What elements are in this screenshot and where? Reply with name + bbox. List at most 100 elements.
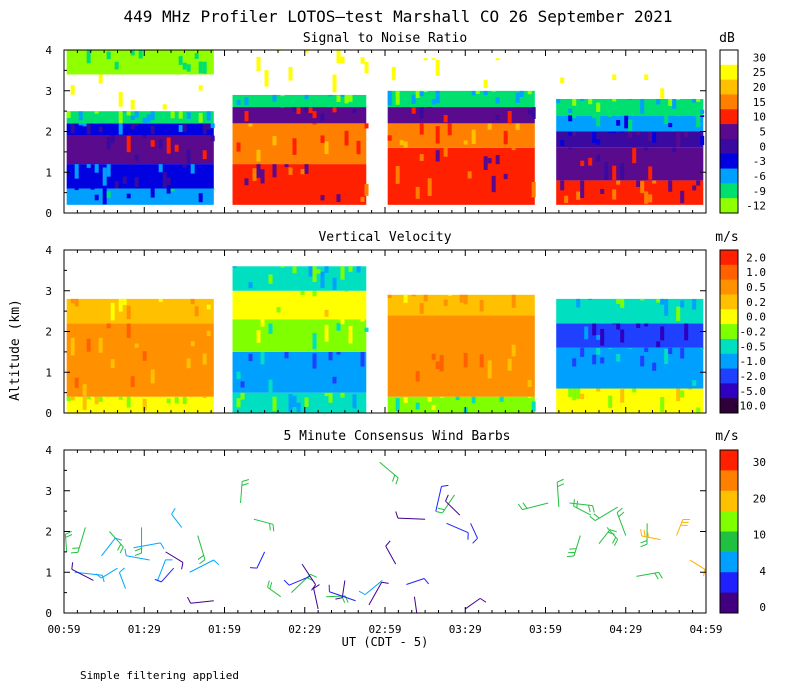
- heatmap-cell: [356, 266, 361, 273]
- heatmap-cell: [431, 99, 436, 105]
- heatmap-cell: [620, 298, 625, 308]
- heatmap-cell: [296, 402, 301, 412]
- heatmap-cell: [435, 126, 440, 144]
- heatmap-cell: [138, 50, 143, 59]
- colorbar-label: -0.5: [740, 340, 767, 353]
- wind-barb-flag: [587, 505, 591, 513]
- wind-barb-shaft: [165, 551, 184, 563]
- heatmap-cell: [620, 131, 625, 133]
- wind-barb-shaft: [522, 502, 549, 511]
- heatmap-cell: [66, 111, 71, 119]
- colorbar-swatch: [720, 183, 738, 199]
- heatmap-cell: [564, 195, 569, 204]
- heatmap-cell: [332, 107, 337, 113]
- heatmap-cell: [443, 147, 448, 157]
- heatmap-cell: [236, 142, 241, 152]
- wind-barb-shaft: [445, 500, 461, 516]
- heatmap-cell: [190, 74, 195, 77]
- heatmap-cell: [620, 162, 625, 180]
- heatmap-cell: [98, 74, 103, 84]
- heatmap-cell: [395, 398, 400, 411]
- heatmap-cell: [280, 107, 285, 109]
- heatmap-cell: [110, 359, 115, 368]
- wind-barb: [313, 584, 320, 610]
- colorbar-swatch: [720, 572, 738, 594]
- wind-barb-flag: [249, 567, 258, 569]
- heatmap-cell: [210, 188, 215, 190]
- heatmap-cell: [90, 188, 95, 190]
- heatmap-cell: [240, 392, 245, 400]
- heatmap-cell: [126, 135, 131, 153]
- wind-barb-shaft: [253, 518, 274, 525]
- heatmap-cell: [122, 176, 127, 185]
- heatmap-cell: [519, 90, 524, 97]
- heatmap-cell: [206, 304, 211, 310]
- heatmap-cell: [419, 91, 424, 97]
- heatmap-cell: [118, 298, 123, 312]
- heatmap-cell: [672, 147, 677, 153]
- heatmap-cell: [252, 168, 257, 181]
- wind-barb-flag: [213, 559, 220, 566]
- heatmap-cell: [491, 90, 496, 92]
- heatmap-cell: [632, 388, 637, 393]
- heatmap-cell: [312, 290, 317, 297]
- heatmap-cell: [210, 135, 215, 142]
- colorbar-label: 30: [753, 456, 766, 469]
- wind-barb-flag: [119, 546, 124, 554]
- heatmap-cell: [348, 266, 353, 272]
- heatmap-cell: [612, 165, 617, 181]
- heatmap-cell: [142, 398, 147, 411]
- wind-barb-flag: [708, 572, 709, 579]
- heatmap-cell: [668, 347, 673, 355]
- colorbar-swatch: [720, 490, 738, 512]
- heatmap-cell: [356, 140, 361, 155]
- wind-barb: [267, 580, 281, 598]
- heatmap-cell: [572, 115, 577, 119]
- heatmap-cell: [106, 191, 111, 198]
- heatmap-cell: [86, 164, 91, 168]
- wind-barb-flag: [640, 529, 643, 537]
- heatmap-cell: [572, 131, 577, 136]
- x-tick-label: 01:29: [128, 623, 161, 636]
- colorbar-label: 20: [753, 492, 766, 505]
- wind-barb-flag: [654, 572, 659, 580]
- wind-barb-shaft: [573, 535, 581, 557]
- heatmap-cell: [495, 58, 500, 61]
- heatmap-cell: [443, 115, 448, 123]
- heatmap-cell: [576, 191, 581, 200]
- heatmap-cell: [364, 327, 369, 332]
- heatmap-cell: [340, 392, 345, 398]
- heatmap-cell: [206, 330, 211, 337]
- heatmap-cell: [644, 347, 649, 352]
- x-tick-label: 03:29: [449, 623, 482, 636]
- heatmap-cell: [415, 186, 420, 199]
- wind-barb-flag: [437, 507, 445, 511]
- heatmap-cell: [150, 50, 155, 58]
- colorbar-swatch: [720, 294, 738, 310]
- heatmap-cell: [431, 353, 436, 360]
- wind-barb-shaft: [641, 535, 661, 541]
- wind-barb-flag: [445, 494, 449, 502]
- heatmap-cell: [692, 299, 697, 310]
- heatmap-cell: [592, 77, 597, 93]
- heatmap-cell: [652, 362, 657, 371]
- colorbar-swatch: [720, 168, 738, 184]
- heatmap-cell: [435, 90, 440, 104]
- wind-barb-flag: [517, 503, 523, 510]
- wind-barb-flag: [267, 580, 270, 588]
- heatmap-cell: [150, 369, 155, 384]
- heatmap-cell: [531, 182, 536, 198]
- wind-barb-flag: [119, 567, 125, 573]
- heatmap-cell: [447, 294, 452, 296]
- wind-barb: [240, 479, 250, 504]
- heatmap-cell: [656, 98, 661, 105]
- heatmap-cell: [102, 82, 107, 99]
- heatmap-cell: [292, 107, 297, 112]
- heatmap-cell: [608, 395, 613, 408]
- heatmap-cell: [700, 74, 705, 88]
- wind-barb-shaft: [446, 522, 469, 534]
- wind-barb: [406, 578, 430, 585]
- heatmap-cell: [387, 294, 392, 299]
- wind-barb: [385, 540, 397, 565]
- heatmap-cell: [700, 115, 705, 118]
